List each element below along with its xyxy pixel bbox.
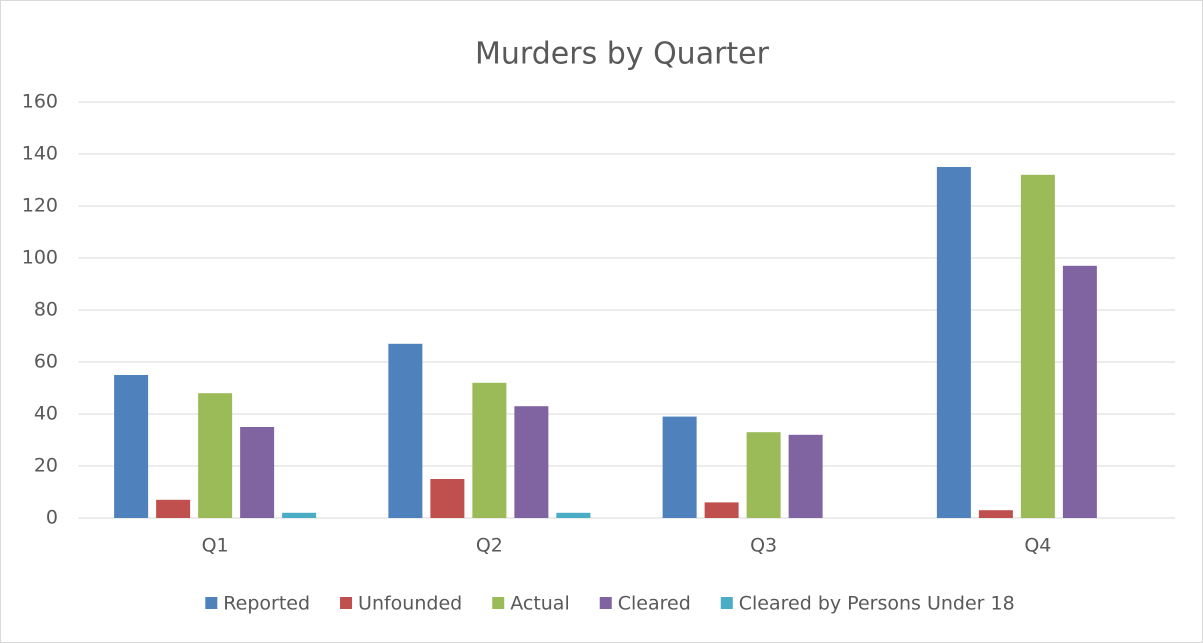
y-tick-label: 120 xyxy=(22,195,58,217)
bar xyxy=(430,479,465,518)
y-tick-label: 60 xyxy=(34,351,58,373)
legend-label: Reported xyxy=(223,593,310,615)
chart-title: Murders by Quarter xyxy=(475,37,770,72)
bar xyxy=(1062,265,1097,518)
legend-label: Cleared by Persons Under 18 xyxy=(739,593,1015,615)
y-tick-label: 160 xyxy=(22,91,58,113)
bar xyxy=(788,434,823,518)
bar xyxy=(114,375,149,518)
bar xyxy=(662,416,697,518)
x-tick-label: Q4 xyxy=(1024,535,1051,557)
bar xyxy=(936,167,971,518)
bar xyxy=(388,343,423,518)
legend-label: Unfounded xyxy=(358,593,462,615)
y-tick-label: 20 xyxy=(34,455,58,477)
y-tick-label: 80 xyxy=(34,299,58,321)
legend-label: Cleared xyxy=(618,593,691,615)
x-tick-label: Q3 xyxy=(750,535,777,557)
legend-swatch xyxy=(340,597,353,609)
y-tick-label: 40 xyxy=(34,403,58,425)
legend-label: Actual xyxy=(510,593,570,615)
bar xyxy=(282,512,317,518)
bar xyxy=(556,512,591,518)
y-tick-label: 140 xyxy=(22,143,58,165)
legend-swatch xyxy=(205,597,218,609)
bar xyxy=(1020,174,1055,519)
bar xyxy=(156,499,191,518)
y-tick-label: 0 xyxy=(46,507,58,529)
y-tick-label: 100 xyxy=(22,247,58,269)
bar xyxy=(514,406,549,518)
bar xyxy=(472,382,507,518)
bar xyxy=(978,510,1013,518)
bar xyxy=(746,432,781,518)
legend-swatch xyxy=(492,597,505,609)
legend-swatch xyxy=(720,597,733,609)
legend-swatch xyxy=(599,597,612,609)
bar xyxy=(198,393,233,518)
bar xyxy=(704,502,739,518)
x-tick-label: Q2 xyxy=(476,535,503,557)
x-tick-label: Q1 xyxy=(202,535,229,557)
bar xyxy=(240,427,275,518)
